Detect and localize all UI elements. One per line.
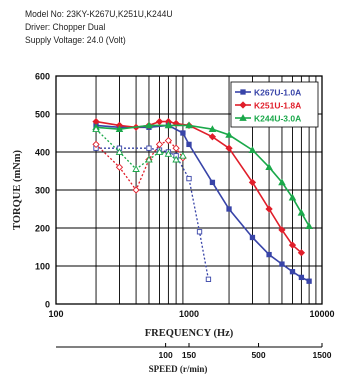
legend: K267U-1.0A K251U-1.8A K244U-3.0A	[230, 81, 319, 128]
data-point	[92, 125, 100, 133]
x-tick-label: 100	[48, 309, 63, 319]
y-axis-label: TORQUE (mNm)	[12, 149, 23, 230]
y-tick-label: 300	[35, 186, 50, 196]
data-point	[164, 121, 173, 129]
legend-marker	[239, 114, 247, 121]
legend-label: K244U-3.0A	[254, 114, 301, 124]
data-point	[265, 205, 273, 213]
data-point	[289, 269, 296, 275]
data-point	[248, 146, 257, 153]
data-point	[146, 145, 152, 151]
pull-in-line	[95, 139, 184, 192]
data-point	[265, 163, 273, 171]
data-point	[208, 125, 217, 133]
data-point	[155, 148, 164, 155]
data-point	[115, 125, 124, 133]
series-3	[92, 121, 313, 229]
y-tick-label: 100	[35, 262, 50, 272]
speed-axis-label: SPEED (r/min)	[149, 364, 208, 374]
data-point	[172, 155, 180, 163]
data-point	[298, 274, 305, 281]
legend-label: K267U-1.0A	[254, 88, 301, 98]
pull-out-line	[95, 124, 310, 282]
grid	[56, 75, 322, 305]
data-point	[164, 136, 173, 145]
legend-marker	[239, 101, 247, 109]
series-1	[93, 122, 312, 284]
data-point	[164, 149, 173, 157]
speed-tick-label: 150	[182, 350, 196, 360]
data-point	[186, 141, 192, 148]
speed-tick-label: 100	[159, 350, 173, 360]
legend-marker	[240, 89, 246, 95]
chart-header: Model No: 23KY-K267U,K251U,K244U Driver:…	[25, 8, 189, 47]
data-point	[306, 278, 312, 284]
data-point	[279, 261, 285, 267]
y-tick-label: 0	[45, 300, 50, 310]
data-point	[208, 133, 217, 141]
data-point	[185, 121, 193, 129]
data-point	[115, 148, 124, 155]
data-point	[305, 222, 313, 229]
data-point	[196, 229, 203, 235]
data-point	[288, 241, 297, 249]
series-2	[92, 117, 306, 257]
x-tick-label: 10000	[309, 309, 334, 319]
data-point	[132, 186, 140, 194]
data-point	[186, 175, 192, 182]
data-point	[209, 179, 216, 186]
x-tick-label: 1000	[179, 309, 199, 319]
data-point	[249, 234, 256, 241]
data-point	[132, 165, 140, 172]
model-number: Model No: 23KY-K267U,K251U,K244U	[25, 9, 173, 20]
y-tick-label: 600	[35, 72, 50, 82]
speed-tick-label: 500	[251, 350, 265, 360]
data-point	[248, 178, 257, 187]
y-tick-label: 400	[35, 148, 50, 158]
speed-tick-label: 1500	[313, 350, 332, 360]
data-point	[225, 144, 233, 152]
driver-type: Driver: Chopper Dual	[25, 22, 106, 33]
series-group	[92, 117, 313, 284]
data-point	[155, 117, 164, 126]
supply-voltage: Supply Voltage: 24.0 (Volt)	[25, 35, 126, 46]
data-point	[225, 130, 233, 138]
data-point	[115, 163, 124, 171]
speed-axis: 100 150 500 1500 SPEED (r/min)	[56, 343, 332, 374]
data-point	[172, 144, 180, 152]
data-point	[179, 151, 187, 159]
data-point	[278, 226, 286, 234]
pull-in-line	[96, 147, 210, 280]
data-point	[205, 276, 212, 282]
data-point	[278, 178, 286, 186]
data-point	[297, 208, 306, 216]
x-axis-label: FREQUENCY (Hz)	[145, 328, 234, 339]
plot-frame	[55, 75, 323, 305]
data-point	[266, 251, 272, 258]
pull-in-line	[95, 128, 184, 170]
data-point	[297, 249, 306, 257]
data-point	[92, 140, 100, 149]
data-point	[288, 193, 297, 201]
data-point	[145, 155, 153, 163]
y-tick-label: 500	[35, 110, 50, 120]
y-tick-label: 200	[35, 224, 50, 234]
data-point	[226, 206, 232, 212]
data-point	[180, 130, 186, 136]
data-point	[145, 121, 153, 129]
legend-label: K251U-1.8A	[254, 101, 301, 111]
data-point	[155, 140, 164, 149]
pull-out-line	[95, 124, 310, 227]
